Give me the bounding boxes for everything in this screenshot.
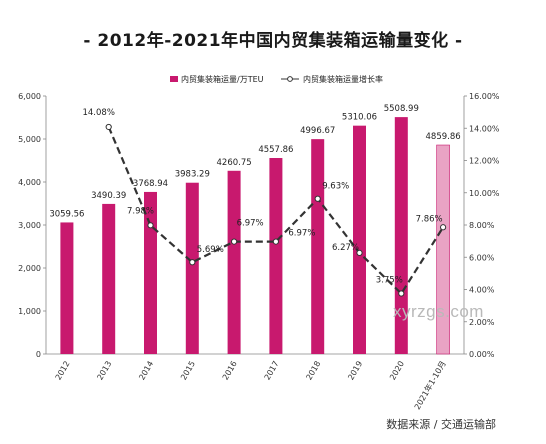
y-right-tick-label: 16.00% (469, 92, 500, 101)
growth-value-label: 7.98% (127, 206, 154, 216)
bar (436, 144, 450, 355)
y-left-tick-label: 1,000 (18, 307, 41, 316)
bar-value-label: 4557.86 (258, 145, 293, 155)
x-tick-label: 2013 (95, 360, 113, 382)
bar-value-label: 3768.94 (133, 179, 168, 189)
legend: 内贸集装箱运量/万TEU 内贸集装箱运量增长率 (170, 74, 383, 84)
chart-title: - 2012年-2021年中国内贸集装箱运输量变化 - (83, 31, 463, 51)
bar-value-label: 5508.99 (384, 104, 419, 114)
bar (353, 125, 366, 354)
y-right-tick-label: 14.00% (469, 124, 500, 133)
growth-point (189, 259, 196, 266)
data-labels: 3059.56 3490.39 3768.94 3983.29 4260.75 4557.… (49, 104, 460, 285)
growth-value-label: 6.27% (332, 243, 359, 253)
source-note: 数据来源 / 交通运输部 (386, 418, 496, 431)
growth-value-label: 6.97% (288, 229, 315, 239)
y-right-tick-label: 8.00% (469, 221, 495, 230)
growth-point (398, 290, 405, 297)
bar-value-label: 3059.56 (49, 209, 84, 219)
growth-value-label: 14.08% (82, 108, 114, 118)
growth-value-label: 5.69% (197, 245, 224, 255)
bar-value-label: 3490.39 (91, 191, 126, 201)
growth-point (231, 238, 238, 245)
bar-value-label: 4996.67 (300, 126, 335, 136)
growth-line (105, 123, 447, 297)
x-tick-label: 2016 (221, 360, 239, 382)
bar (185, 182, 199, 354)
bar-value-label: 3983.29 (175, 170, 210, 180)
x-tick-label: 2021年1-10月 (412, 359, 448, 411)
growth-point (356, 249, 363, 256)
y-left-tick-label: 5,000 (18, 135, 41, 144)
bar (269, 158, 283, 354)
x-tick-label: 2015 (179, 360, 197, 382)
bar-value-label: 4859.86 (426, 132, 461, 142)
bar-value-label: 4260.75 (217, 158, 252, 168)
watermark: xyrzgs.com (393, 302, 484, 321)
bars (60, 117, 450, 355)
legend-bar-swatch (170, 76, 178, 82)
growth-line-path (107, 126, 445, 296)
growth-value-label: 6.97% (237, 219, 264, 229)
axes: 0 1,000 2,000 3,000 4,000 5,000 6,000 0.00% 2.00… (18, 92, 500, 411)
y-right-tick-label: 6.00% (469, 253, 495, 262)
growth-point (314, 195, 321, 202)
x-tick-label: 2012 (54, 360, 72, 382)
growth-point (440, 224, 447, 231)
legend-line-label: 内贸集装箱运量增长率 (303, 74, 383, 84)
legend-line-marker (287, 76, 293, 82)
x-tick-label: 2018 (304, 360, 322, 382)
growth-point (272, 238, 279, 245)
y-left-tick-label: 3,000 (18, 221, 41, 230)
y-left-tick-label: 4,000 (18, 178, 41, 187)
bar (227, 170, 241, 354)
bar (144, 191, 157, 354)
y-left-tick-label: 6,000 (18, 92, 41, 101)
y-right-tick-label: 4.00% (469, 286, 495, 295)
growth-value-label: 7.86% (416, 214, 443, 224)
growth-value-label: 3.75% (376, 276, 403, 286)
x-tick-label: 2020 (388, 360, 406, 382)
bar (102, 203, 116, 354)
y-left-tick-label: 0 (36, 350, 41, 359)
y-right-tick-label: 12.00% (469, 157, 500, 166)
growth-value-label: 9.63% (322, 182, 349, 192)
legend-bar-label: 内贸集装箱运量/万TEU (181, 74, 264, 84)
bar-value-label: 5310.06 (342, 113, 377, 123)
y-right-tick-label: 2.00% (469, 318, 495, 327)
y-left-tick-label: 2,000 (18, 264, 41, 273)
bar (394, 117, 408, 354)
x-tick-label: 2014 (137, 360, 155, 382)
bar (311, 139, 325, 354)
growth-point (105, 123, 112, 131)
bar (60, 222, 74, 354)
x-tick-label: 2019 (346, 360, 364, 382)
growth-point (147, 222, 154, 229)
y-right-tick-label: 0.00% (469, 350, 495, 359)
x-tick-label: 2017 (263, 360, 281, 382)
y-right-tick-label: 10.00% (469, 189, 500, 198)
